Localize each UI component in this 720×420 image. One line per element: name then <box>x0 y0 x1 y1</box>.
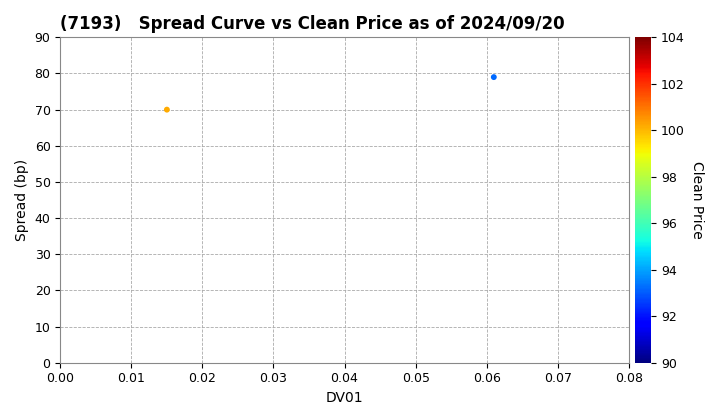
Text: (7193)   Spread Curve vs Clean Price as of 2024/09/20: (7193) Spread Curve vs Clean Price as of… <box>60 15 565 33</box>
Point <box>161 106 173 113</box>
Y-axis label: Spread (bp): Spread (bp) <box>15 159 29 241</box>
Point <box>488 74 500 81</box>
X-axis label: DV01: DV01 <box>325 391 364 405</box>
Y-axis label: Clean Price: Clean Price <box>690 161 704 239</box>
